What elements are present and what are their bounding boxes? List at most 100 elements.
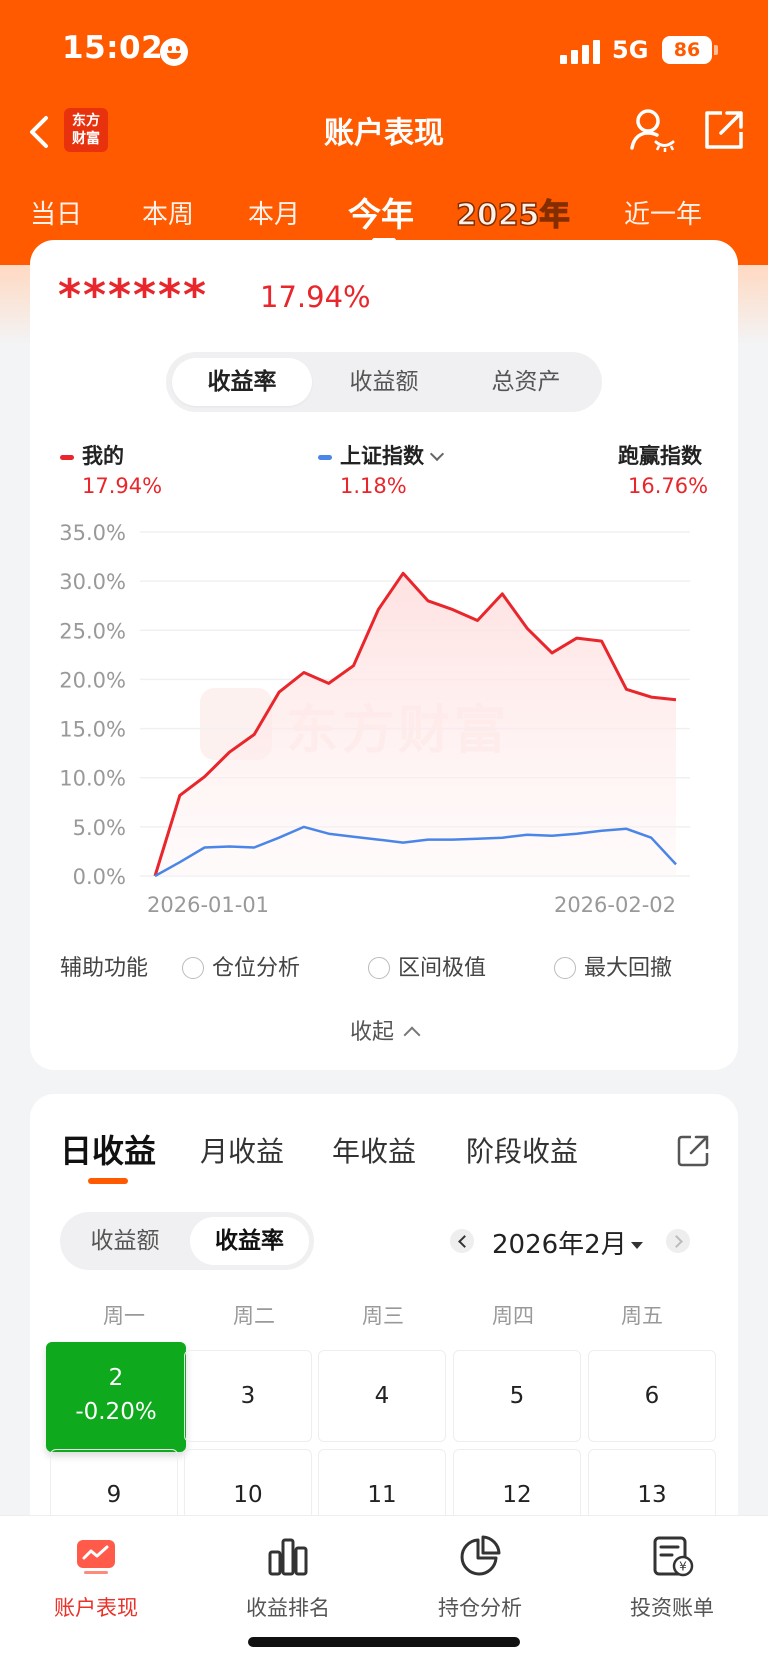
radio-icon[interactable]	[554, 957, 576, 979]
radio-icon[interactable]	[182, 957, 204, 979]
aux-option-range-extremes-label: 区间极值	[398, 956, 487, 981]
metric-tab-total-assets[interactable]: 总资产	[491, 369, 561, 395]
status-time: 15:02	[62, 30, 164, 66]
collapse-button[interactable]: 收起	[0, 1014, 768, 1046]
aux-option-range-extremes[interactable]: 区间极值	[368, 950, 486, 982]
total-return-rate: 17.94%	[260, 280, 371, 314]
bottom-tab-bills[interactable]: ¥ 投资账单	[576, 1534, 768, 1622]
mode-rate[interactable]: 收益率	[190, 1217, 309, 1265]
metric-tab-amount[interactable]: 收益额	[349, 369, 419, 395]
aux-label: 辅助功能	[60, 956, 149, 981]
share-icon[interactable]	[702, 108, 746, 152]
watermark-logo-icon	[200, 688, 272, 760]
aux-option-max-drawdown[interactable]: 最大回撤	[554, 950, 672, 982]
bottom-tab-account[interactable]: 账户表现	[0, 1534, 192, 1622]
bg-fade	[0, 265, 30, 345]
chart-screen-icon	[77, 1540, 115, 1574]
tab-yearly-returns[interactable]: 年收益	[332, 1135, 417, 1168]
tab-today[interactable]: 当日	[30, 200, 83, 230]
user-view-icon[interactable]	[628, 106, 676, 154]
masked-asset: ******	[58, 270, 209, 321]
status-bar: 15:02 5G 86	[0, 0, 768, 100]
active-tab-indicator	[88, 1178, 128, 1184]
legend-index-label: 上证指数	[340, 444, 424, 468]
caret-down-icon	[630, 1242, 643, 1249]
app-logo: 东方财富	[64, 108, 108, 152]
calendar-day-number: 11	[367, 1482, 397, 1508]
tab-last-year[interactable]: 近一年	[624, 200, 703, 230]
bottom-tab-ranking-label: 收益排名	[246, 1596, 330, 1620]
tab-this-week[interactable]: 本周	[142, 200, 195, 230]
calendar-day-number: 2	[108, 1365, 124, 1391]
weekday-mon: 周一	[103, 1304, 145, 1328]
network-type: 5G	[612, 36, 649, 64]
calendar-day-number: 12	[502, 1482, 532, 1508]
weekday-tue: 周二	[233, 1304, 275, 1328]
tab-2025[interactable]: 2025年	[455, 197, 570, 234]
bottom-tab-ranking[interactable]: 收益排名	[192, 1534, 384, 1622]
radio-icon[interactable]	[368, 957, 390, 979]
header: 15:02 5G 86 东方财富 账户表现 当日 本周 本月 今年	[0, 0, 768, 265]
legend-beat-value: 16.76%	[628, 474, 709, 498]
prev-month-button[interactable]	[450, 1229, 474, 1253]
battery-icon: 86	[662, 36, 712, 64]
legend-mine-swatch	[60, 454, 74, 460]
tab-daily-returns[interactable]: 日收益	[60, 1132, 157, 1170]
aux-option-position-label: 仓位分析	[212, 956, 301, 981]
legend-beat-label: 跑赢指数	[618, 444, 702, 468]
legend-mine: 我的	[60, 440, 124, 470]
calendar-day-number: 13	[637, 1482, 667, 1508]
tab-period-returns[interactable]: 阶段收益	[466, 1135, 579, 1168]
calendar-day-number: 6	[644, 1383, 660, 1409]
legend-mine-label: 我的	[82, 444, 124, 468]
metric-switch: 收益率 收益额 总资产	[166, 352, 602, 412]
calendar-day-number: 10	[233, 1482, 263, 1508]
returns-mode-switch: 收益额 收益率	[60, 1212, 314, 1270]
bottom-tab-bills-label: 投资账单	[630, 1596, 714, 1620]
calendar-day-return: -0.20%	[75, 1399, 157, 1425]
tab-this-month[interactable]: 本月	[248, 200, 301, 230]
tab-monthly-returns[interactable]: 月收益	[200, 1135, 285, 1168]
month-label: 2026年2月	[492, 1230, 627, 1260]
legend-mine-value: 17.94%	[82, 474, 163, 498]
smile-icon	[160, 38, 188, 66]
calendar-day-cell[interactable]: 3	[184, 1350, 312, 1442]
page-title: 账户表现	[324, 116, 444, 151]
mode-amount[interactable]: 收益额	[90, 1228, 160, 1254]
export-icon[interactable]	[676, 1134, 710, 1168]
month-selector[interactable]: 2026年2月	[492, 1224, 643, 1261]
calendar-day-number: 3	[240, 1383, 256, 1409]
bar-chart-icon	[268, 1538, 308, 1576]
calendar-day-cell[interactable]: 5	[453, 1350, 581, 1442]
calendar-day-cell[interactable]: 6	[588, 1350, 716, 1442]
weekday-thu: 周四	[492, 1304, 534, 1328]
nav-bar: 东方财富 账户表现	[0, 100, 768, 180]
legend-index-value: 1.18%	[340, 474, 407, 498]
weekday-fri: 周五	[621, 1304, 663, 1328]
weekday-wed: 周三	[362, 1304, 404, 1328]
tab-this-year[interactable]: 今年	[348, 195, 414, 234]
aux-option-position[interactable]: 仓位分析	[182, 950, 300, 982]
bottom-tab-account-label: 账户表现	[54, 1596, 138, 1620]
calendar-day-number: 5	[509, 1383, 525, 1409]
battery-tip	[714, 45, 718, 55]
watermark-text: 东方财富	[286, 701, 511, 761]
metric-tab-rate[interactable]: 收益率	[172, 358, 312, 406]
app-logo-text: 东方财富	[72, 113, 100, 147]
pie-chart-icon	[460, 1535, 501, 1576]
home-indicator	[248, 1637, 520, 1647]
legend-index[interactable]: 上证指数	[318, 440, 445, 470]
back-arrow-icon[interactable]	[24, 112, 54, 152]
signal-icon	[560, 38, 602, 64]
calendar-day-cell[interactable]: 4	[318, 1350, 446, 1442]
calendar-day-cell-selected[interactable]: 2 -0.20%	[46, 1342, 186, 1452]
svg-text:¥: ¥	[679, 1560, 687, 1574]
bg-fade	[738, 265, 768, 345]
calendar-day-number: 9	[106, 1482, 122, 1508]
aux-option-max-drawdown-label: 最大回撤	[584, 956, 673, 981]
chevron-down-icon[interactable]	[429, 446, 445, 462]
period-tabs: 当日 本周 本月 今年 2025年 近一年	[0, 180, 768, 250]
chevron-up-icon	[403, 1026, 421, 1044]
next-month-button[interactable]	[666, 1229, 690, 1253]
bottom-tab-holdings[interactable]: 持仓分析	[384, 1534, 576, 1622]
